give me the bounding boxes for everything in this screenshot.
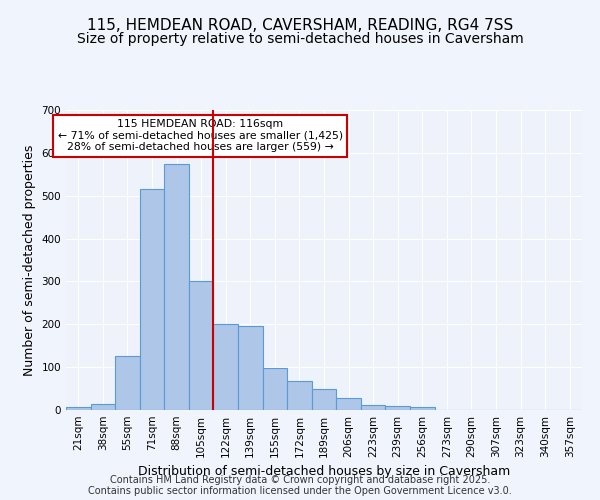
Bar (140, 190, 164, 410)
Text: 115, HEMDEAN ROAD, CAVERSHAM, READING, RG4 7SS: 115, HEMDEAN ROAD, CAVERSHAM, READING, R… (87, 18, 513, 32)
Bar (312, 388, 336, 410)
Bar (164, 164, 189, 410)
Bar (238, 326, 263, 410)
Bar (189, 282, 214, 410)
Bar (214, 324, 238, 410)
Bar (361, 405, 385, 410)
Bar (115, 356, 140, 410)
Bar (410, 407, 434, 410)
X-axis label: Distribution of semi-detached houses by size in Caversham: Distribution of semi-detached houses by … (138, 466, 510, 478)
Y-axis label: Number of semi-detached properties: Number of semi-detached properties (23, 144, 36, 376)
Bar (385, 406, 410, 410)
Bar (287, 381, 312, 410)
Text: Contains public sector information licensed under the Open Government Licence v3: Contains public sector information licen… (88, 486, 512, 496)
Bar (66, 407, 91, 410)
Bar (336, 398, 361, 410)
Bar (91, 404, 115, 410)
Text: Size of property relative to semi-detached houses in Caversham: Size of property relative to semi-detach… (77, 32, 523, 46)
Text: 115 HEMDEAN ROAD: 116sqm
← 71% of semi-detached houses are smaller (1,425)
28% o: 115 HEMDEAN ROAD: 116sqm ← 71% of semi-d… (58, 119, 343, 152)
Text: Contains HM Land Registry data © Crown copyright and database right 2025.: Contains HM Land Registry data © Crown c… (110, 475, 490, 485)
Bar (263, 368, 287, 410)
